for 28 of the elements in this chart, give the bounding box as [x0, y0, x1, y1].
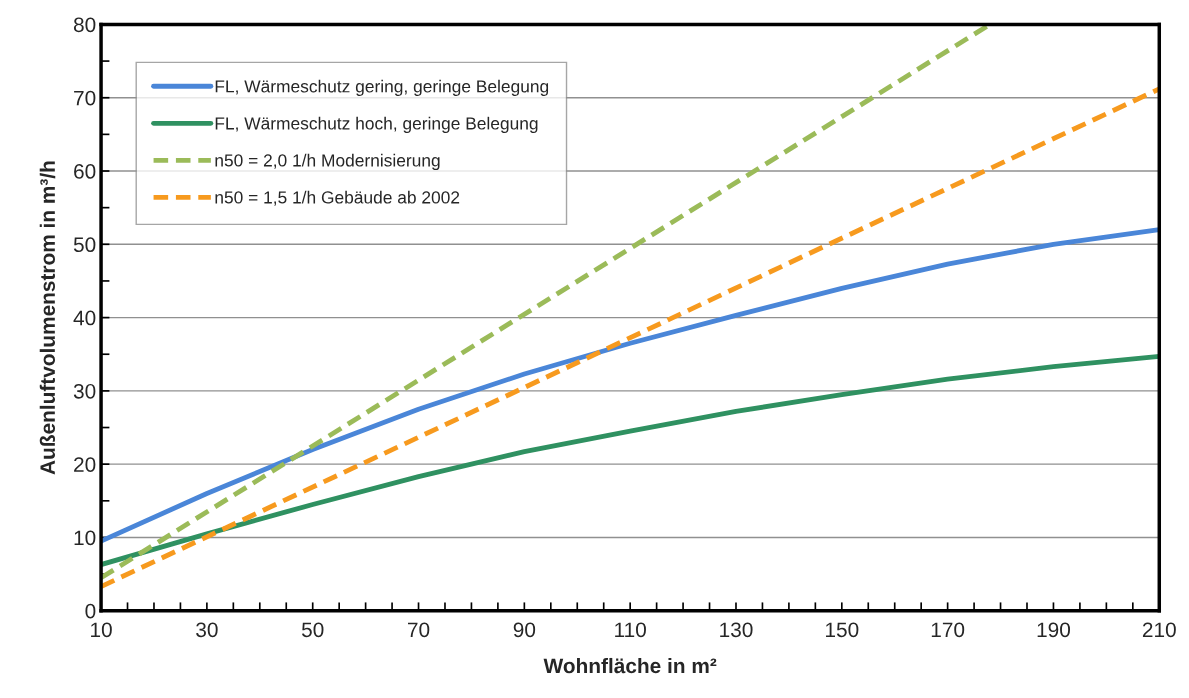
x-tick-label: 110 [615, 622, 646, 638]
y-tick-label: 30 [73, 383, 96, 399]
y-tick-label: 70 [74, 90, 96, 106]
y-tick-label: 10 [74, 530, 96, 546]
x-tick-label: 50 [301, 622, 324, 638]
y-tick-label: 20 [74, 457, 96, 472]
x-tick-label: 190 [1037, 622, 1071, 638]
x-tick-label: 210 [1142, 622, 1176, 638]
x-tick-label: 30 [196, 622, 218, 638]
legend-label: FL, Wärmeschutz hoch, geringe Belegung [215, 116, 538, 133]
legend-label: n50 = 1,5 1/h Gebäude ab 2002 [215, 190, 460, 206]
x-tick-label: 150 [826, 622, 859, 638]
y-tick-label: 0 [85, 603, 96, 619]
y-tick-label: 50 [73, 237, 96, 253]
x-tick-label: 70 [408, 622, 430, 638]
x-tick-label: 170 [931, 622, 965, 638]
y-tick-label: 60 [74, 164, 96, 179]
y-tick-label: 40 [73, 310, 96, 326]
legend-label: n50 = 2,0 1/h Modernisierung [215, 153, 440, 171]
x-axis-title: Wohnfläche in m² [543, 657, 717, 674]
line-series [101, 354, 1160, 568]
y-axis-title: Außenluftvolumenstrom in m³/h [39, 161, 56, 475]
x-tick-label: 90 [513, 622, 536, 638]
y-tick-label: 80 [73, 17, 96, 33]
line-series [101, 227, 1160, 544]
x-tick-label: 130 [720, 622, 753, 638]
legend-label: FL, Wärmeschutz gering, geringe Belegung [215, 79, 549, 96]
x-tick-label: 10 [91, 622, 112, 638]
